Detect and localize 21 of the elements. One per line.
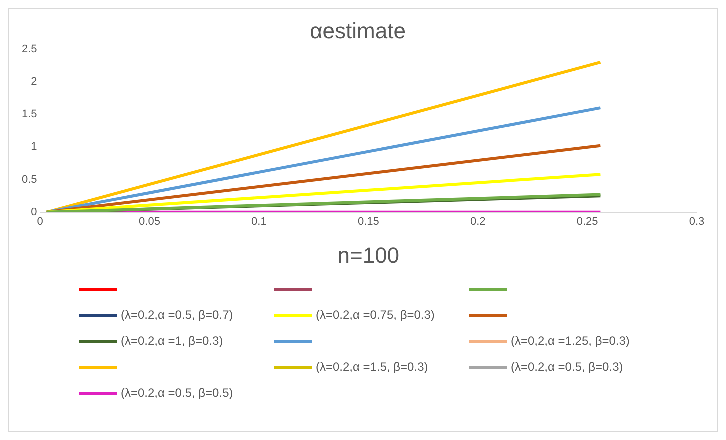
legend-label: (λ=0.2,α =0.5, β=0.5) xyxy=(121,386,234,400)
x-tick-label: 0.3 xyxy=(689,216,705,228)
x-tick-label: 0.25 xyxy=(576,216,598,228)
x-axis-title: n=100 xyxy=(338,242,400,268)
legend-label: (λ=0.2,α =0.5, β=0.7) xyxy=(121,308,234,322)
chart-title: αestimate xyxy=(310,18,406,44)
y-tick-label: 0.5 xyxy=(22,174,38,186)
legend-label: (λ=0.2,α =1.5, β=0.3) xyxy=(316,360,428,374)
legend-label: (λ=0.2,α =1, β=0.3) xyxy=(121,334,224,348)
y-tick-label: 2.5 xyxy=(22,43,38,56)
legend-label: (λ=0,2,α =1.25, β=0.3) xyxy=(511,334,630,348)
y-tick-label: 0 xyxy=(31,206,38,218)
x-tick-label: 0.1 xyxy=(252,216,267,228)
x-tick-label: 0.15 xyxy=(358,216,380,228)
x-tick-label: 0.2 xyxy=(470,216,486,228)
x-tick-label: 0.05 xyxy=(139,216,160,228)
legend-label: (λ=0.2,α =0.75, β=0.3) xyxy=(316,308,435,322)
y-tick-label: 1 xyxy=(31,141,38,154)
legend-label: (λ=0.2,α =0.5, β=0.3) xyxy=(511,360,624,374)
y-tick-label: 2 xyxy=(31,76,38,88)
y-tick-label: 1.5 xyxy=(22,108,38,121)
